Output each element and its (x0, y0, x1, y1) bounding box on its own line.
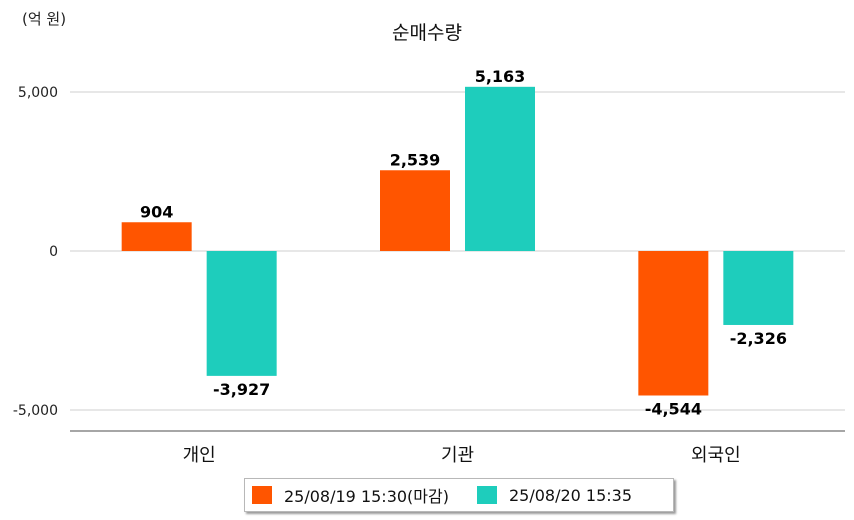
y-tick-label: 0 (49, 244, 58, 260)
bar (638, 251, 709, 396)
bar (206, 251, 277, 376)
legend-item-series-1[interactable]: 25/08/19 15:30(마감) (252, 483, 449, 507)
legend-label-series-2: 25/08/20 15:35 (508, 485, 633, 505)
legend-swatch-series-1 (252, 486, 272, 504)
legend: 25/08/19 15:30(마감) 25/08/20 15:35 (244, 478, 674, 512)
y-tick-label: -5,000 (13, 403, 58, 419)
bar (723, 251, 794, 325)
x-tick-label: 개인 (183, 445, 216, 466)
x-tick-label: 외국인 (691, 445, 741, 466)
data-label: 2,539 (390, 150, 441, 169)
bar (465, 86, 535, 252)
legend-item-series-2[interactable]: 25/08/20 15:35 (476, 485, 633, 505)
data-label: -4,544 (645, 399, 702, 418)
unit-label: (억 원) (22, 10, 67, 28)
y-tick-label: 5,000 (18, 85, 58, 101)
data-label: -2,326 (730, 329, 787, 348)
x-tick-label: 기관 (441, 445, 474, 466)
legend-label-series-1: 25/08/19 15:30(마감) (284, 487, 449, 506)
legend-swatch-series-2 (476, 486, 497, 504)
bar (380, 170, 450, 251)
data-label: 904 (140, 202, 173, 221)
data-label: -3,927 (213, 380, 270, 399)
data-label: 5,163 (475, 67, 526, 86)
bar (121, 222, 192, 251)
chart-title: 순매수량 (392, 22, 462, 44)
